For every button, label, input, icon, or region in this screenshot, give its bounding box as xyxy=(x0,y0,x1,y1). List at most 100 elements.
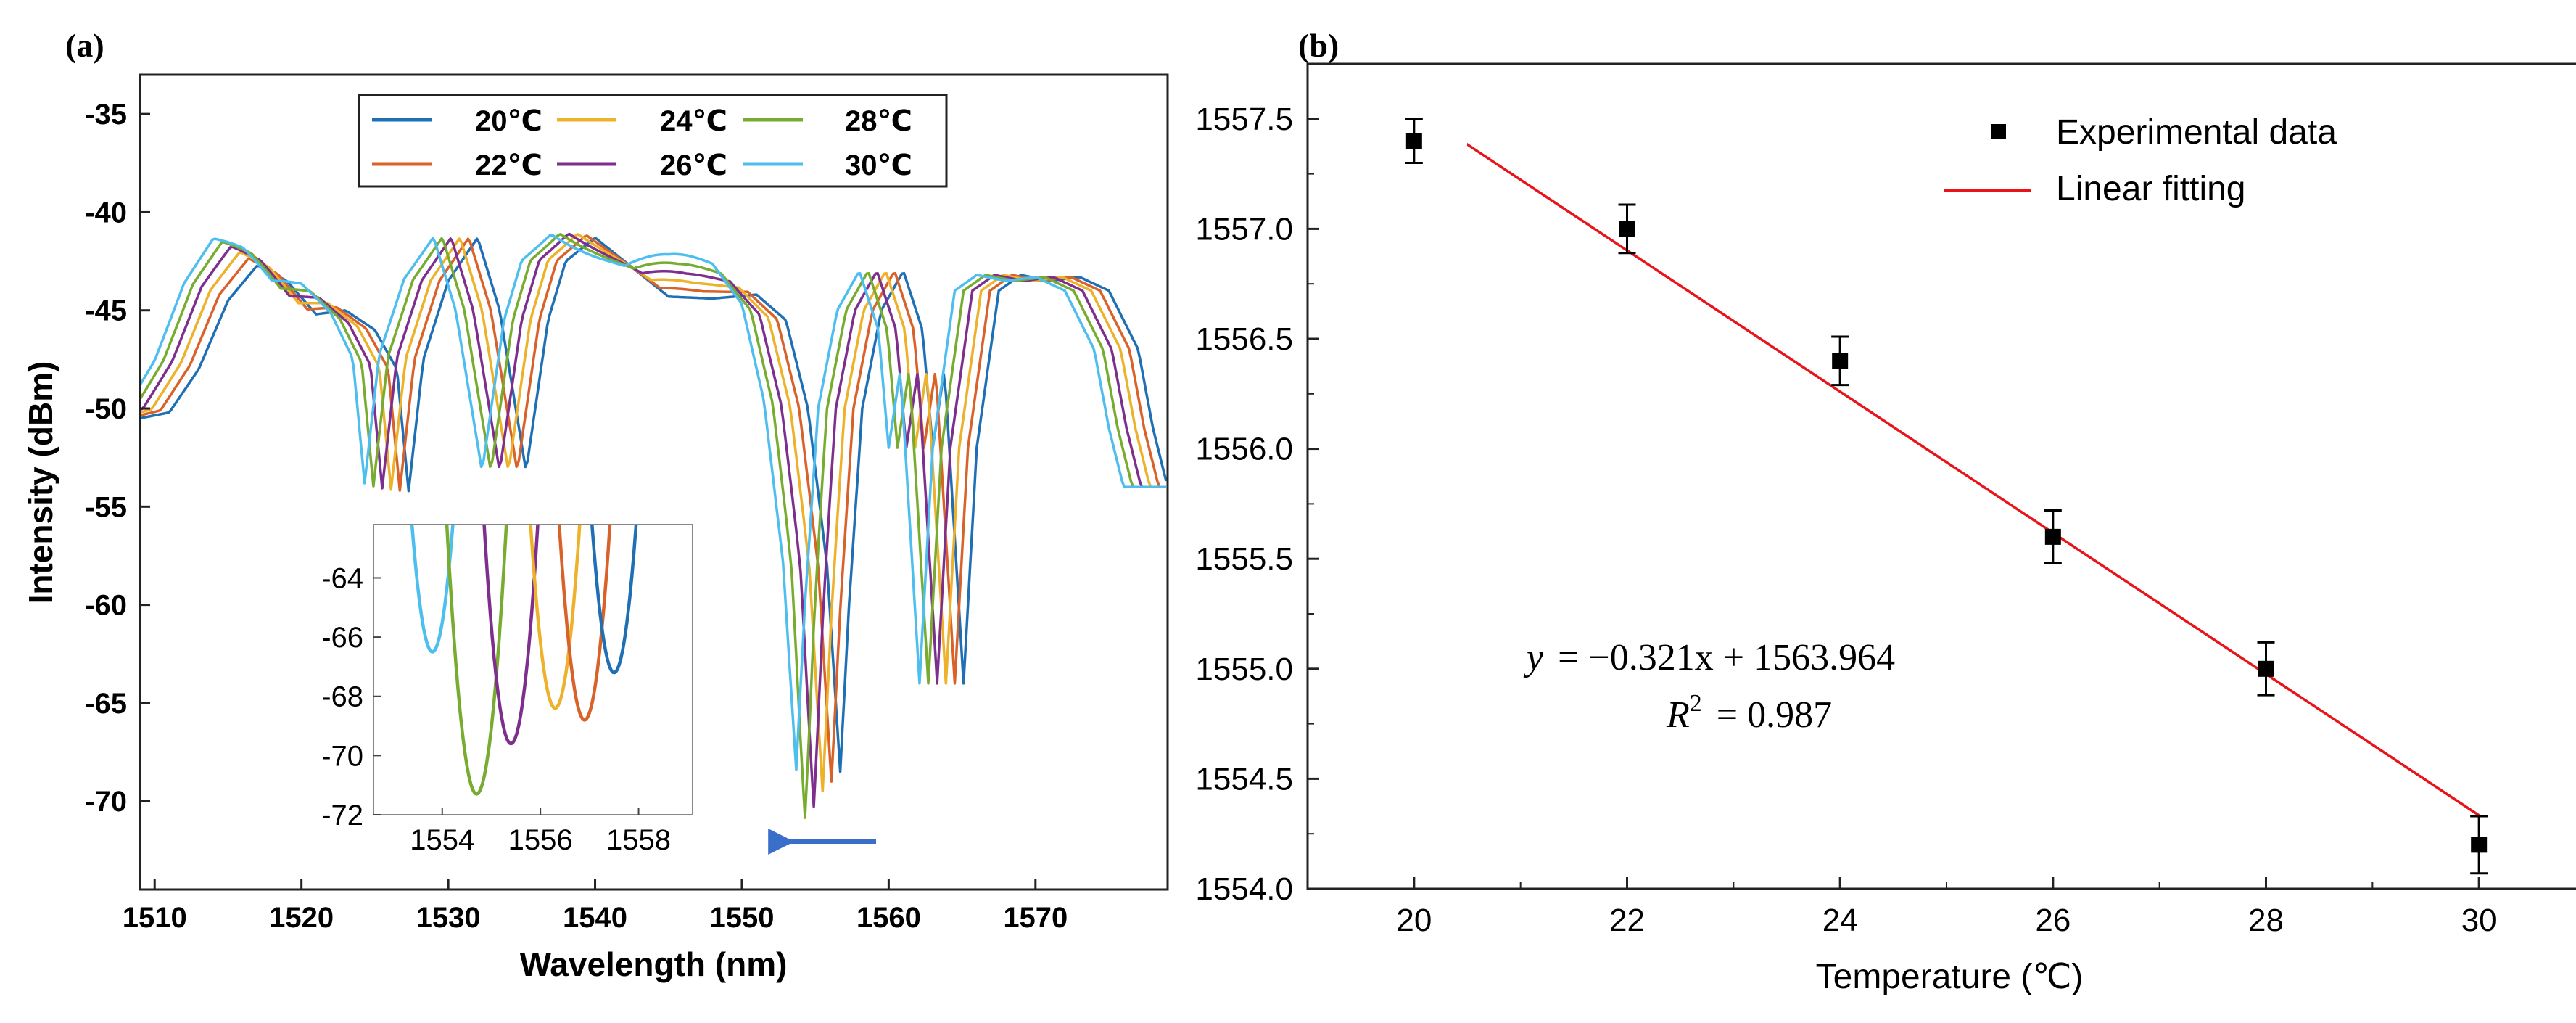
panel-a-ylabel: Intensity (dBm) xyxy=(22,361,59,604)
panel-a-axes-frame xyxy=(139,73,1169,891)
data-point-3 xyxy=(2044,509,2062,564)
inset-dip-24℃ xyxy=(529,525,582,710)
b-ytick-label-2: 1556.5 xyxy=(1195,321,1293,357)
legend-label-30: 30℃ xyxy=(845,149,912,181)
legend-label-28: 28℃ xyxy=(845,105,912,137)
point-marker-1 xyxy=(1619,221,1635,237)
legend-entry-22: 22℃ xyxy=(372,149,542,181)
r2-exp: 2 xyxy=(1690,690,1702,717)
a-ytick-label-4: -55 xyxy=(85,491,127,523)
inset-ytick-label-3: -70 xyxy=(321,740,363,772)
panel-a-label: (a) xyxy=(65,27,104,64)
panel-a-curves xyxy=(140,232,1168,819)
panel-a: (a) 1510 1520 1530 1540 1550 1560 1570 -35 -40 -4… xyxy=(22,27,1169,983)
inset-dip-20℃ xyxy=(590,525,638,675)
inset-frame xyxy=(373,524,693,815)
legend-label-26: 26℃ xyxy=(660,149,727,181)
legend-entry-26: 26℃ xyxy=(557,149,727,181)
inset-ytick-label-1: -66 xyxy=(321,622,363,654)
b-ytick-label-1: 1557.0 xyxy=(1195,211,1293,247)
inset-ticks: 1554 1556 1558 -64 -66 -68 -70 -72 xyxy=(321,562,671,856)
point-marker-5 xyxy=(2471,837,2488,853)
inset-ytick-label-4: -72 xyxy=(321,800,363,831)
panel-b-equation: y = −0.321x + 1563.964 R2 = 0.987 xyxy=(1523,637,1895,736)
equation-line: y = −0.321x + 1563.964 xyxy=(1523,637,1895,678)
panel-a-legend: 20℃ 24℃ 28℃ 22℃ 26℃ 30℃ xyxy=(358,94,948,188)
panel-b-axes-frame xyxy=(1306,62,2576,890)
panel-b-xlabel: Temperature (℃) xyxy=(1816,958,2084,996)
data-point-5 xyxy=(2470,815,2488,875)
r2-lhs: R xyxy=(1666,694,1690,736)
a-ytick-label-3: -50 xyxy=(85,393,127,425)
legend-label-20: 20℃ xyxy=(475,105,542,137)
legend-entry-24: 24℃ xyxy=(557,105,727,137)
panel-b: (b) 20 22 24 26 28 30 1557.5 1557.0 1556.5 1556.0… xyxy=(1195,27,2576,996)
a-xtick-label-2: 1530 xyxy=(416,902,481,934)
b-xtick-label-0: 20 xyxy=(1396,903,1432,938)
b-ytick-label-0: 1557.5 xyxy=(1195,102,1293,137)
panel-a-xlabel: Wavelength (nm) xyxy=(520,945,788,983)
data-point-0 xyxy=(1405,118,1423,164)
point-marker-3 xyxy=(2044,528,2061,545)
data-point-4 xyxy=(2257,641,2275,697)
point-marker-2 xyxy=(1832,353,1849,369)
inset-dip-22℃ xyxy=(557,525,612,722)
a-xtick-label-6: 1570 xyxy=(1003,902,1068,934)
point-marker-4 xyxy=(2258,660,2274,677)
panel-b-points xyxy=(1405,118,2488,875)
b-xtick-label-5: 30 xyxy=(2461,903,2497,938)
panel-a-ticks: 1510 1520 1530 1540 1550 1560 1570 -35 -40 -45 -50… xyxy=(85,99,1068,934)
a-xtick-label-0: 1510 xyxy=(123,902,187,934)
panel-b-label: (b) xyxy=(1298,27,1339,64)
equation-rhs: = −0.321x + 1563.964 xyxy=(1558,637,1895,678)
inset-xtick-label-1: 1556 xyxy=(508,824,573,856)
a-xtick-label-5: 1560 xyxy=(856,902,921,934)
equation-lhs: y xyxy=(1523,637,1544,678)
data-point-1 xyxy=(1618,203,1636,255)
b-xtick-label-2: 24 xyxy=(1822,903,1858,938)
panel-b-ticks: 20 22 24 26 28 30 1557.5 1557.0 1556.5 1556.0 1555… xyxy=(1195,102,2497,938)
legend-entry-28: 28℃ xyxy=(743,105,912,137)
b-xtick-label-4: 28 xyxy=(2248,903,2284,938)
b-ytick-label-4: 1555.5 xyxy=(1195,541,1293,577)
spectrum-26℃ xyxy=(140,232,1166,808)
a-xtick-label-1: 1520 xyxy=(269,902,334,934)
legend-b-label-fit: Linear fitting xyxy=(2056,170,2246,208)
legend-label-24: 24℃ xyxy=(660,105,727,137)
b-xtick-label-3: 26 xyxy=(2035,903,2071,938)
inset-dip-26℃ xyxy=(482,525,540,746)
legend-label-22: 22℃ xyxy=(475,149,542,181)
b-ytick-label-6: 1554.5 xyxy=(1195,761,1293,797)
legend-b-label-data: Experimental data xyxy=(2056,113,2337,152)
spectrum-30℃ xyxy=(140,233,1166,771)
inset-ytick-label-0: -64 xyxy=(321,562,363,594)
a-ytick-label-5: -60 xyxy=(85,590,127,622)
a-ytick-label-1: -40 xyxy=(85,197,127,229)
panel-b-legend: Experimental data Linear fitting xyxy=(1944,113,2337,208)
b-ytick-label-5: 1555.0 xyxy=(1195,652,1293,687)
inset-xtick-label-0: 1554 xyxy=(410,824,474,856)
a-ytick-label-6: -65 xyxy=(85,688,127,720)
legend-entry-30: 30℃ xyxy=(743,149,912,181)
legend-box xyxy=(358,94,948,188)
b-ytick-label-7: 1554.0 xyxy=(1195,871,1293,907)
data-point-2 xyxy=(1831,335,1849,387)
inset-curves xyxy=(410,525,638,796)
inset-dip-28℃ xyxy=(445,525,508,796)
panel-b-fit xyxy=(1467,142,2480,817)
inset-xtick-label-2: 1558 xyxy=(606,824,671,856)
panel-a-inset: 1554 1556 1558 -64 -66 -68 -70 -72 xyxy=(321,524,693,856)
a-ytick-label-0: -35 xyxy=(85,99,127,131)
point-marker-0 xyxy=(1405,133,1422,149)
inset-dip-30℃ xyxy=(410,525,455,654)
inset-ytick-label-2: -68 xyxy=(321,681,363,713)
a-xtick-label-4: 1550 xyxy=(709,902,774,934)
spectrum-24℃ xyxy=(140,233,1166,793)
r2-rhs: = 0.987 xyxy=(1717,694,1832,736)
a-ytick-label-7: -70 xyxy=(85,786,127,818)
b-xtick-label-1: 22 xyxy=(1609,903,1645,938)
spectrum-22℃ xyxy=(140,234,1166,783)
legend-b-marker xyxy=(1991,124,2006,139)
linear-fit-line xyxy=(1467,142,2480,817)
